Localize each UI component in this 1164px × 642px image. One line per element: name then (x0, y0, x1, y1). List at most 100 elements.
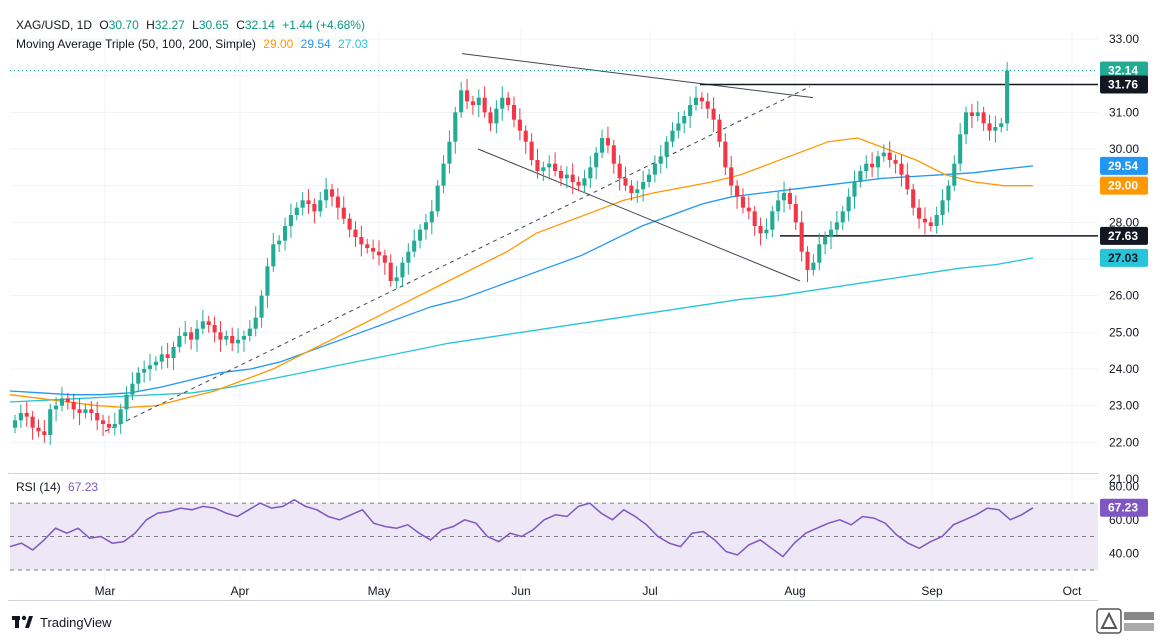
candle-down (341, 207, 346, 219)
candle-down (787, 193, 792, 204)
candle-up (282, 226, 288, 241)
candle-up (159, 354, 164, 362)
candle-up (200, 321, 205, 329)
time-tick-label: Aug (784, 584, 805, 598)
tradingview-brand[interactable]: TradingView (12, 614, 112, 631)
candle-up (852, 182, 857, 197)
candle-down (558, 171, 564, 179)
price-tick-label: 31.00 (1109, 105, 1139, 119)
price-tick-label: 30.00 (1109, 142, 1139, 156)
rsi-label[interactable]: RSI (14) (16, 480, 61, 494)
time-tick-label: Apr (231, 584, 250, 598)
candle-up (963, 112, 969, 135)
axis-tag-label: 32.14 (1108, 64, 1138, 78)
ma50-value: 29.00 (263, 37, 294, 51)
grid (10, 30, 1098, 600)
candle-down (799, 222, 804, 252)
candle-down (717, 119, 722, 142)
candle-up (171, 347, 176, 358)
candle-down (805, 251, 810, 270)
candle-up (247, 328, 252, 336)
axis-tag (1100, 75, 1148, 94)
candle-up (18, 413, 23, 421)
ma200-value: 27.03 (338, 37, 369, 51)
axis-tag-label: 29.00 (1108, 179, 1138, 193)
candle-down (388, 262, 393, 281)
candle-up (635, 189, 640, 193)
tradingview-logo-icon (12, 614, 34, 631)
candle-down (758, 226, 763, 234)
candle-up (400, 262, 405, 278)
low-value: 30.65 (198, 18, 229, 32)
open-label: O (99, 18, 109, 32)
axis-tag (1100, 226, 1148, 245)
candle-up (48, 409, 53, 435)
rsi-line (9, 498, 1034, 558)
lower-channel-line (477, 148, 801, 282)
symbol-label[interactable]: XAG/USD, 1D (16, 18, 93, 32)
candle-up (952, 163, 957, 186)
price-tick-label: 33.00 (1109, 32, 1139, 46)
candle-up (934, 215, 939, 226)
candle-up (59, 398, 65, 406)
candle-up (670, 130, 675, 142)
time-tick-label: Sep (921, 584, 943, 598)
candle-down (371, 248, 376, 252)
candle-up (300, 200, 305, 208)
ma-title[interactable]: Moving Average Triple (50, 100, 200, Sim… (16, 37, 256, 51)
candle-up (846, 196, 851, 212)
candle-up (12, 420, 18, 428)
candle-up (423, 222, 428, 230)
price-tick-label: 22.00 (1109, 435, 1139, 449)
candle-up (500, 97, 505, 109)
candle-down (218, 332, 223, 340)
time-tick-label: Oct (1063, 584, 1082, 598)
candle-down (617, 163, 622, 179)
candle-down (629, 185, 634, 193)
candle-up (183, 332, 188, 336)
candle-down (611, 145, 616, 164)
candle-down (488, 112, 493, 124)
candle-down (353, 229, 358, 237)
candle-up (265, 266, 270, 296)
candle-up (83, 409, 88, 413)
candle-down (928, 222, 933, 226)
candle-up (840, 211, 845, 223)
candle-up (429, 211, 434, 223)
candle-down (987, 123, 992, 131)
candle-up (776, 200, 781, 212)
candle-up (881, 152, 886, 157)
candle-up (277, 240, 282, 245)
ma100-value: 29.54 (300, 37, 331, 51)
candle-up (664, 141, 669, 157)
candle-down (623, 178, 628, 186)
candle-down (71, 402, 76, 410)
candle-up (153, 361, 158, 366)
candle-down (511, 105, 517, 120)
candle-up (770, 211, 775, 230)
candle-down (553, 163, 558, 171)
candle-up (324, 189, 329, 201)
axis-tag-label: 67.23 (1108, 501, 1138, 515)
candle-up (406, 251, 411, 263)
rsi-value: 67.23 (68, 480, 99, 494)
ma50-line (9, 137, 1033, 409)
candle-up (688, 105, 693, 116)
candle-up (294, 207, 299, 215)
candle-down (95, 413, 100, 421)
candle-down (899, 163, 904, 175)
candle-down (752, 211, 757, 226)
candle-up (547, 163, 552, 168)
time-tick-label: Jul (642, 584, 657, 598)
candle-up (646, 174, 652, 182)
candle-down (529, 141, 534, 160)
rsi-tick-label: 40.00 (1109, 546, 1139, 560)
candle-down (917, 207, 922, 219)
candle-up (124, 394, 129, 410)
candle-down (30, 416, 35, 428)
close-value: 32.14 (244, 18, 275, 32)
symbol-legend: XAG/USD, 1D O30.70 H32.27 L30.65 C32.14 … (16, 18, 369, 32)
candle-down (905, 174, 910, 190)
